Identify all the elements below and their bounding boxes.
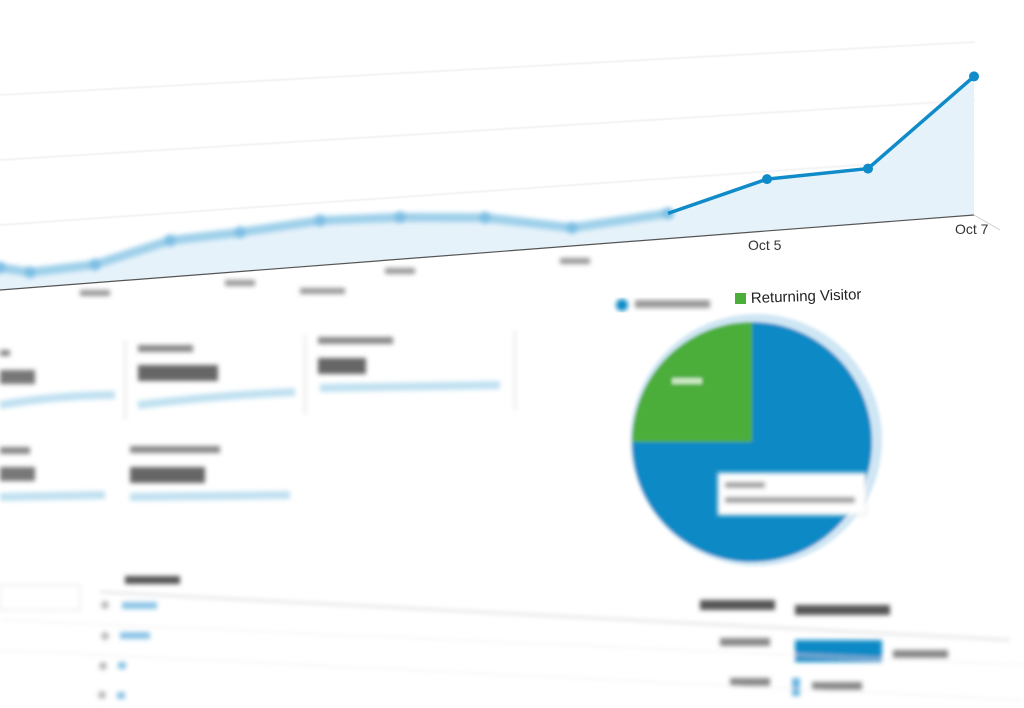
x-tick-oct-5: Oct 5 — [748, 237, 782, 253]
data-table — [0, 576, 1024, 701]
data-point — [314, 214, 326, 227]
data-point — [89, 258, 101, 271]
slice-label — [672, 378, 702, 384]
sessions-line-chart — [0, 71, 1001, 291]
area-fill — [0, 76, 974, 290]
data-point[interactable] — [863, 163, 873, 174]
blurred-x-ticks — [80, 258, 590, 296]
data-point — [234, 226, 246, 239]
data-point[interactable] — [969, 71, 979, 82]
metric-cards — [0, 330, 517, 501]
visitor-pie-chart — [630, 314, 882, 566]
data-point[interactable] — [762, 174, 772, 185]
data-point — [0, 261, 6, 274]
returning-visitor-legend-swatch — [735, 293, 746, 304]
x-axis — [0, 214, 975, 291]
series-line — [667, 75, 976, 216]
returning-visitor-legend-label[interactable]: Returning Visitor — [751, 286, 862, 307]
chart-gridlines — [0, 41, 976, 226]
blurred-line-segment — [0, 207, 674, 279]
new-visitor-legend-dot — [616, 299, 628, 311]
x-tick-oct-7: Oct 7 — [955, 221, 989, 237]
data-point — [394, 211, 406, 224]
pie-tooltip — [717, 472, 867, 516]
data-point — [566, 221, 578, 234]
data-point — [24, 266, 36, 279]
axis-extension — [973, 214, 1001, 231]
data-point — [479, 211, 491, 224]
data-point — [164, 234, 176, 247]
blurred-legend-label — [635, 300, 710, 308]
pie-legend: Returning Visitor — [616, 286, 862, 311]
